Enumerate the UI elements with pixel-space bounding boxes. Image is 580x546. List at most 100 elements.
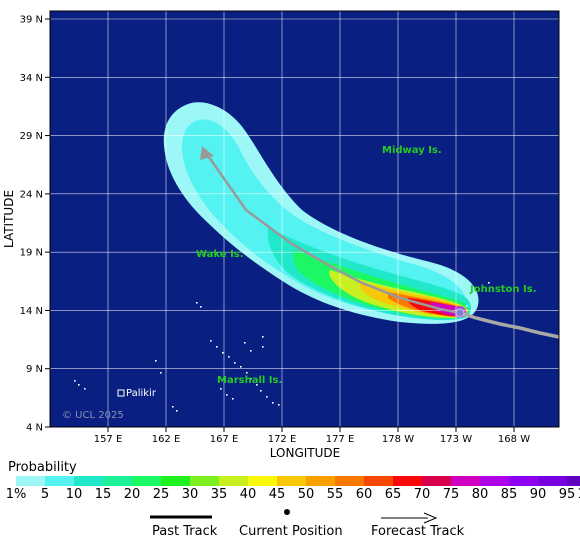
- x-axis-title: LONGITUDE: [270, 446, 340, 460]
- colorbar-segment: [480, 476, 509, 486]
- island-dot: [240, 366, 242, 368]
- island-dot: [278, 404, 280, 406]
- island-dot: [266, 396, 268, 398]
- island-dot: [176, 410, 178, 412]
- island-dot: [256, 384, 258, 386]
- forecast-track-key-label: Forecast Track: [371, 524, 465, 539]
- y-axis-title: LATITUDE: [2, 190, 16, 248]
- colorbar-segment: [509, 476, 538, 486]
- latitude-tick-label: 19 N: [20, 248, 43, 259]
- place-label-wake: Wake Is.: [196, 249, 244, 260]
- place-label-midway: Midway Is.: [382, 145, 442, 156]
- island-dot: [244, 342, 246, 344]
- probability-colorbar: [16, 476, 580, 486]
- probability-colorbar-labels: 1% 5 10 15 20 25 30 35 40 45 50 55 60 65 70 75 80 85 90 951…: [6, 487, 580, 502]
- place-label-marshall: Marshall Is.: [217, 375, 282, 386]
- colorbar-segment: [161, 476, 190, 486]
- past-track-line: [459, 311, 560, 339]
- colorbar-label: 5: [41, 487, 49, 502]
- past-track-key-label: Past Track: [152, 524, 218, 539]
- longitude-tick-label: 168 W: [498, 434, 530, 445]
- legend-title: Probability: [8, 460, 77, 475]
- island-markers: [74, 282, 490, 412]
- colorbar-label: 65: [385, 487, 402, 502]
- colorbar-label: 20: [124, 487, 141, 502]
- colorbar-label: 15: [95, 487, 112, 502]
- place-label-palikir: Palikir: [126, 388, 157, 399]
- colorbar-segment: [538, 476, 567, 486]
- colorbar-label: 100%: [577, 487, 580, 502]
- colorbar-segment: [393, 476, 422, 486]
- longitude-tick-label: 157 E: [94, 434, 123, 445]
- colorbar-segment: [364, 476, 393, 486]
- forecast-track-line: [202, 149, 461, 315]
- colorbar-label: 50: [298, 487, 315, 502]
- colorbar-label: 35: [211, 487, 228, 502]
- island-dot: [78, 384, 80, 386]
- colorbar-segment: [277, 476, 306, 486]
- latitude-tick-label: 39 N: [20, 15, 43, 26]
- colorbar-segment: [248, 476, 277, 486]
- island-dot: [84, 388, 86, 390]
- colorbar-label: 90: [530, 487, 547, 502]
- island-dot: [466, 305, 468, 307]
- island-dot: [260, 390, 262, 392]
- latitude-tick-label: 24 N: [20, 189, 43, 200]
- swath-band-5: [181, 119, 467, 318]
- island-dot: [250, 378, 252, 380]
- colorbar-segment: [219, 476, 248, 486]
- island-dot: [222, 352, 224, 354]
- colorbar-segment: [306, 476, 335, 486]
- island-dot: [196, 302, 198, 304]
- colorbar-segment: [74, 476, 103, 486]
- island-dot: [155, 360, 157, 362]
- place-label-johnston: Johnston Is.: [469, 284, 537, 295]
- colorbar-segment: [422, 476, 451, 486]
- map-frame: [49, 10, 560, 428]
- colorbar-label: 70: [414, 487, 431, 502]
- island-dot: [210, 340, 212, 342]
- latitude-tick-label: 34 N: [20, 73, 43, 84]
- island-dot: [216, 346, 218, 348]
- island-dot: [488, 282, 490, 284]
- longitude-tick-label: 167 E: [210, 434, 239, 445]
- island-dot: [160, 372, 162, 374]
- latitude-tick-label: 9 N: [26, 364, 43, 375]
- colorbar-label: 80: [472, 487, 489, 502]
- colorbar-segment: [16, 476, 45, 486]
- forecast-track-key-arrow: [423, 512, 438, 524]
- island-dot: [200, 306, 202, 308]
- colorbar-segment: [45, 476, 74, 486]
- longitude-tick-label: 172 E: [268, 434, 297, 445]
- colorbar-label: 95: [559, 487, 576, 502]
- current-position-marker: [455, 308, 465, 318]
- longitude-tick-labels: 157 E 162 E 167 E 172 E 177 E 178 W 173 W 168 W: [94, 427, 530, 445]
- island-dot: [250, 350, 252, 352]
- island-dot: [262, 336, 264, 338]
- longitude-tick-label: 178 W: [382, 434, 414, 445]
- latitude-tick-label: 4 N: [26, 423, 43, 434]
- map-graticule: [50, 11, 559, 427]
- colorbar-label: 55: [327, 487, 344, 502]
- island-dot: [172, 406, 174, 408]
- latitude-tick-labels: 39 N 34 N 29 N 24 N 19 N 14 N 9 N 4 N: [20, 15, 50, 434]
- island-dot: [272, 402, 274, 404]
- island-dot: [228, 356, 230, 358]
- island-dot: [226, 394, 228, 396]
- colorbar-segment: [103, 476, 132, 486]
- longitude-tick-label: 177 E: [326, 434, 355, 445]
- island-dot: [220, 388, 222, 390]
- colorbar-label: 30: [182, 487, 199, 502]
- colorbar-segment: [567, 476, 580, 486]
- colorbar-label: 75: [443, 487, 460, 502]
- island-dot: [232, 398, 234, 400]
- colorbar-label: 85: [501, 487, 518, 502]
- current-position-key-label: Current Position: [239, 524, 343, 539]
- colorbar-segment: [132, 476, 161, 486]
- island-dot: [74, 380, 76, 382]
- colorbar-segment: [190, 476, 219, 486]
- colorbar-segment: [335, 476, 364, 486]
- latitude-tick-label: 29 N: [20, 131, 43, 142]
- longitude-tick-label: 173 W: [440, 434, 472, 445]
